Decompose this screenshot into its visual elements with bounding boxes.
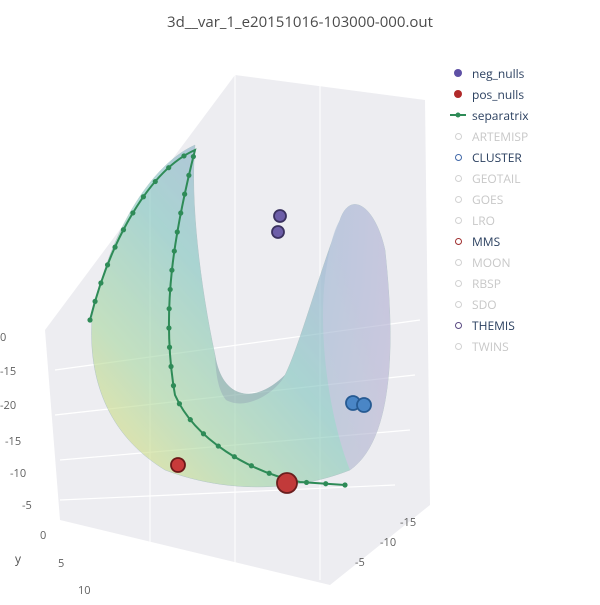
- axis-tick: 0: [0, 330, 6, 345]
- legend-item-separatrix[interactable]: separatrix: [450, 107, 590, 123]
- legend-item-twins[interactable]: TWINS: [450, 338, 590, 354]
- axis-tick: -15: [5, 434, 21, 449]
- legend-label: MMS: [472, 233, 500, 250]
- chart-title: 3d__var_1_e20151016-103000-000.out: [0, 12, 600, 32]
- legend-marker-lro: [450, 217, 466, 224]
- axis-tick: -15: [400, 515, 416, 530]
- axis-tick: -20: [0, 398, 16, 413]
- legend-item-themis[interactable]: THEMIS: [450, 317, 590, 333]
- legend-item-artemisp[interactable]: ARTEMISP: [450, 128, 590, 144]
- point-themis: [272, 226, 284, 238]
- axis-tick: 10: [78, 583, 91, 598]
- legend-marker-cluster: [450, 154, 466, 161]
- legend-label: CLUSTER: [472, 149, 522, 166]
- legend-marker-neg_nulls: [450, 69, 466, 77]
- legend-label: TWINS: [472, 338, 509, 355]
- legend-label: separatrix: [472, 107, 529, 124]
- legend-marker-goes: [450, 196, 466, 203]
- point-pos_nulls: [171, 458, 185, 472]
- axis-tick: -10: [380, 535, 396, 550]
- legend-marker-pos_nulls: [450, 90, 466, 98]
- legend-label: MOON: [472, 254, 511, 271]
- legend-item-cluster[interactable]: CLUSTER: [450, 149, 590, 165]
- legend-marker-moon: [450, 259, 466, 266]
- legend-item-goes[interactable]: GOES: [450, 191, 590, 207]
- legend-label: GOES: [472, 191, 503, 208]
- axis-tick: -5: [355, 555, 365, 570]
- legend-label: LRO: [472, 212, 495, 229]
- plot-area[interactable]: 0 -15 -20 -15 -10 -5 0 5 10 y -15 -10 -5: [0, 40, 440, 600]
- legend-marker-sdo: [450, 301, 466, 308]
- legend-item-lro[interactable]: LRO: [450, 212, 590, 228]
- legend-label: THEMIS: [472, 317, 515, 334]
- legend-item-rbsp[interactable]: RBSP: [450, 275, 590, 291]
- legend-marker-twins: [450, 343, 466, 350]
- legend-item-pos_nulls[interactable]: pos_nulls: [450, 86, 590, 102]
- legend-item-mms[interactable]: MMS: [450, 233, 590, 249]
- legend-marker-geotail: [450, 175, 466, 182]
- legend-label: neg_nulls: [472, 65, 524, 82]
- axis-tick: -10: [10, 466, 26, 481]
- legend-label: RBSP: [472, 275, 501, 292]
- legend-marker-themis: [450, 322, 466, 329]
- legend-marker-rbsp: [450, 280, 466, 287]
- axis-tick: 0: [40, 528, 46, 543]
- legend-marker-artemisp: [450, 133, 466, 140]
- legend-marker-mms: [450, 238, 466, 245]
- axis-tick: 5: [58, 556, 64, 571]
- point-cluster: [357, 398, 371, 412]
- legend-item-geotail[interactable]: GEOTAIL: [450, 170, 590, 186]
- point-mms: [277, 473, 297, 493]
- legend-item-moon[interactable]: MOON: [450, 254, 590, 270]
- plot-svg: [0, 40, 440, 600]
- legend-label: ARTEMISP: [472, 128, 528, 145]
- legend: neg_nulls pos_nulls separatrix ARTEMISP CLUS…: [450, 60, 590, 359]
- legend-label: SDO: [472, 296, 497, 313]
- legend-label: GEOTAIL: [472, 170, 521, 187]
- legend-label: pos_nulls: [472, 86, 524, 103]
- legend-marker-separatrix: [450, 114, 466, 116]
- point-themis: [274, 210, 286, 222]
- axis-tick: -15: [0, 364, 16, 379]
- y-axis-label: y: [15, 550, 21, 567]
- legend-item-sdo[interactable]: SDO: [450, 296, 590, 312]
- legend-item-neg_nulls[interactable]: neg_nulls: [450, 65, 590, 81]
- axis-tick: -5: [22, 498, 32, 513]
